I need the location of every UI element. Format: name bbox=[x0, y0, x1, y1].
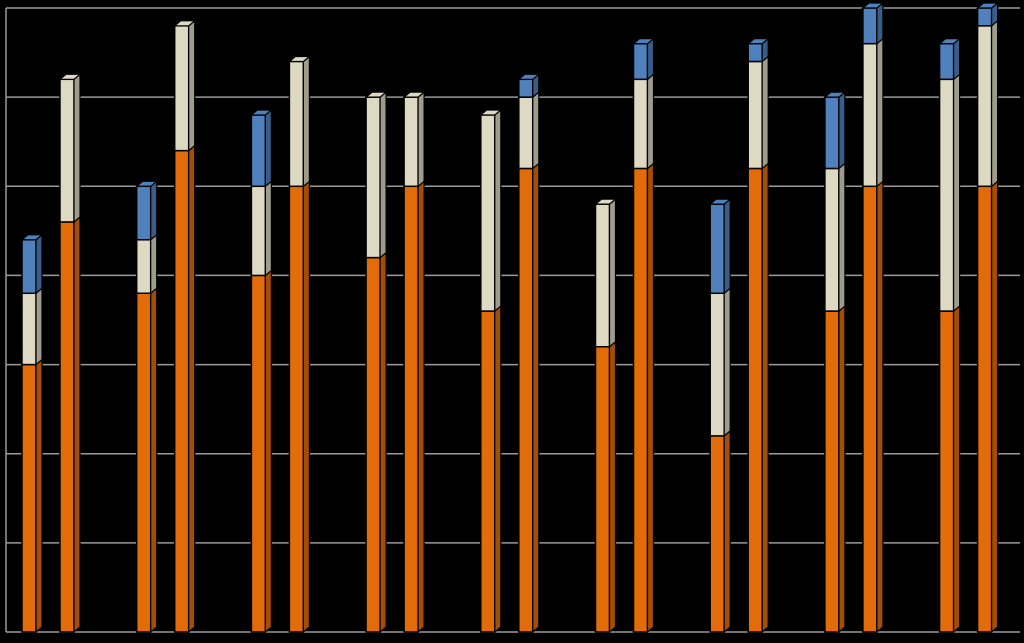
bar-top-face bbox=[287, 55, 312, 63]
bar-segment-beige bbox=[747, 55, 769, 170]
bar-segment-blue bbox=[135, 180, 158, 242]
bar-top-face bbox=[937, 38, 962, 45]
bar-top-face bbox=[173, 20, 197, 27]
bar-9 bbox=[479, 108, 503, 634]
bar-top-face bbox=[593, 198, 618, 205]
bar-top-face bbox=[861, 2, 885, 9]
bar-segment-beige bbox=[135, 233, 158, 295]
bar-segment-orange bbox=[365, 251, 387, 634]
bar-10 bbox=[517, 73, 541, 634]
bar-segment-beige bbox=[976, 19, 999, 188]
bar-segment-orange bbox=[518, 162, 540, 634]
bar-segment-orange bbox=[59, 215, 81, 634]
bar-13 bbox=[708, 197, 732, 634]
bar-14 bbox=[746, 37, 770, 634]
bar-top-face bbox=[364, 91, 388, 98]
bar-3 bbox=[135, 180, 159, 634]
bar-segment-orange bbox=[250, 269, 272, 634]
bar-segment-beige bbox=[824, 162, 846, 313]
bar-segment-orange bbox=[632, 162, 655, 634]
bar-segment-beige bbox=[21, 286, 43, 366]
bar-4 bbox=[173, 19, 197, 634]
bar-top-face bbox=[249, 109, 274, 116]
bar-2 bbox=[58, 73, 82, 634]
bar-top-face bbox=[479, 109, 503, 116]
bar-series bbox=[20, 1, 1000, 634]
bar-segment-orange bbox=[976, 180, 999, 634]
bar-segment-blue bbox=[824, 90, 846, 170]
bar-segment-orange bbox=[173, 144, 196, 634]
bar-segment-blue bbox=[21, 233, 43, 295]
bar-segment-blue bbox=[938, 37, 961, 81]
bar-segment-orange bbox=[135, 286, 158, 634]
bar-segment-orange bbox=[21, 358, 43, 634]
bar-segment-beige bbox=[938, 73, 961, 313]
bar-segment-blue bbox=[747, 37, 769, 63]
bar-segment-orange bbox=[288, 180, 310, 634]
bar-segment-beige bbox=[518, 90, 540, 170]
bar-6 bbox=[287, 55, 312, 634]
bar-top-face bbox=[631, 38, 656, 45]
bar-5 bbox=[249, 108, 274, 634]
bar-15 bbox=[823, 90, 847, 634]
bar-segment-beige bbox=[365, 90, 387, 259]
bar-segment-blue bbox=[976, 1, 999, 28]
bar-17 bbox=[937, 37, 962, 634]
bar-top-face bbox=[20, 234, 44, 241]
bar-segment-orange bbox=[938, 304, 961, 634]
bar-segment-orange bbox=[594, 340, 617, 634]
bar-segment-orange bbox=[862, 180, 884, 634]
bar-11 bbox=[593, 197, 618, 634]
bar-1 bbox=[20, 233, 44, 634]
bar-segment-blue bbox=[862, 1, 884, 45]
bar-12 bbox=[631, 37, 656, 634]
bar-segment-beige bbox=[59, 73, 81, 224]
bar-segment-beige bbox=[173, 19, 196, 152]
bar-segment-beige bbox=[594, 197, 617, 349]
bar-segment-beige bbox=[862, 37, 884, 188]
bar-segment-orange bbox=[747, 162, 769, 634]
bar-top-face bbox=[402, 91, 426, 98]
bar-top-face bbox=[746, 38, 770, 45]
bar-segment-blue bbox=[250, 108, 272, 188]
bar-8 bbox=[402, 90, 426, 634]
bar-segment-beige bbox=[480, 108, 502, 313]
bar-top-face bbox=[708, 198, 732, 205]
bar-segment-orange bbox=[824, 304, 846, 634]
bar-top-face bbox=[58, 73, 82, 80]
bar-segment-blue bbox=[632, 37, 655, 81]
bar-segment-orange bbox=[403, 180, 425, 634]
bar-16 bbox=[861, 1, 885, 634]
bar-segment-blue bbox=[709, 197, 731, 295]
bar-top-face bbox=[823, 91, 847, 98]
bar-18 bbox=[975, 1, 1000, 634]
bar-segment-beige bbox=[250, 180, 272, 277]
bar-segment-beige bbox=[288, 55, 310, 188]
bar-top-face bbox=[975, 2, 1000, 9]
bar-segment-orange bbox=[480, 304, 502, 634]
bar-segment-orange bbox=[709, 429, 731, 634]
bar-top-face bbox=[135, 180, 159, 187]
bar-segment-beige bbox=[709, 286, 731, 438]
bar-segment-beige bbox=[403, 90, 425, 188]
bar-top-face bbox=[517, 73, 541, 80]
bar-segment-beige bbox=[632, 73, 655, 170]
bar-7 bbox=[364, 90, 388, 634]
